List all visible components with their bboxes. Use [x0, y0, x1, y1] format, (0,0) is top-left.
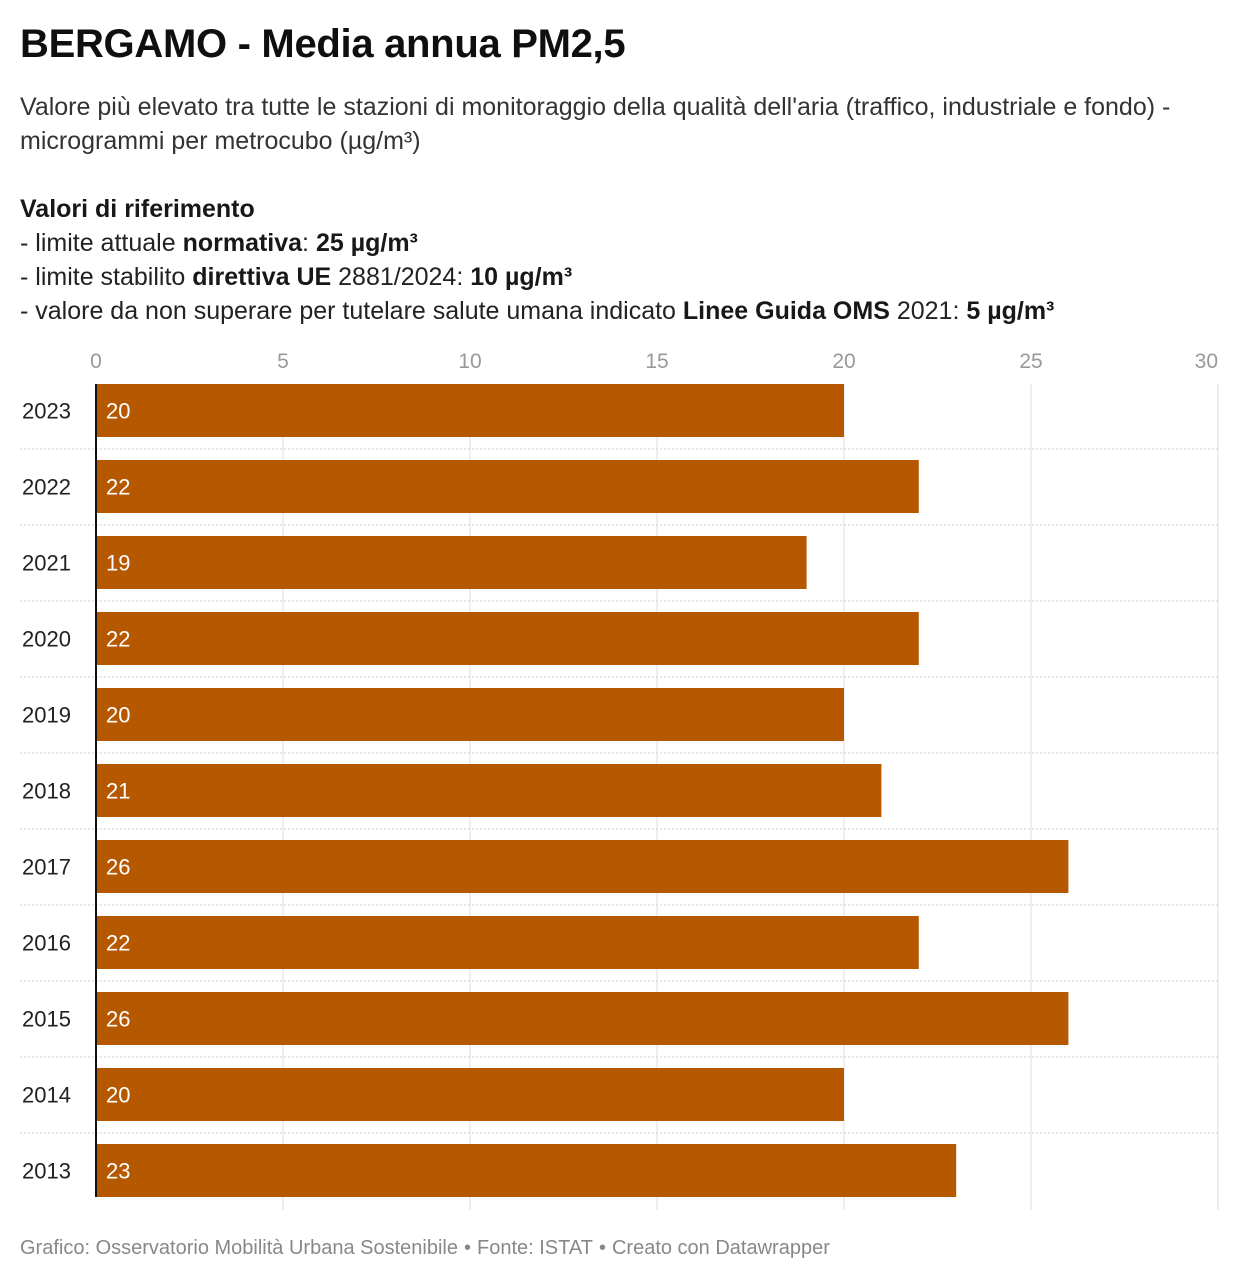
bar: [96, 536, 807, 589]
bar-value-label: 20: [106, 1083, 130, 1108]
x-tick-label: 5: [277, 350, 289, 373]
y-category-label: 2015: [22, 1007, 71, 1032]
chart-footer: Grafico: Osservatorio Mobilità Urbana So…: [20, 1237, 830, 1260]
bar: [96, 1144, 957, 1197]
x-tick-label: 25: [1019, 350, 1042, 373]
bar: [96, 916, 919, 969]
bar: [96, 460, 919, 513]
bar: [96, 764, 882, 817]
y-category-label: 2017: [22, 855, 71, 880]
bar: [96, 612, 919, 665]
reference-line-oms: - valore da non superare per tutelare sa…: [20, 297, 1055, 325]
bar: [96, 840, 1069, 893]
bar-value-label: 22: [106, 931, 130, 956]
bar: [96, 688, 844, 741]
x-tick-label: 10: [458, 350, 481, 373]
y-category-label: 2013: [22, 1159, 71, 1184]
footer-separator: •: [598, 1237, 606, 1259]
reference-line-direttiva-ue: - limite stabilito direttiva UE 2881/202…: [20, 263, 573, 291]
bar-value-label: 23: [106, 1159, 130, 1184]
y-category-label: 2019: [22, 703, 71, 728]
x-tick-label: 0: [90, 350, 102, 373]
reference-heading: Valori di riferimento: [20, 195, 255, 223]
chart-title: BERGAMO - Media annua PM2,5: [20, 22, 626, 66]
y-category-label: 2022: [22, 475, 71, 500]
footer-separator: •: [463, 1237, 471, 1259]
y-category-label: 2016: [22, 931, 71, 956]
reference-line-normativa: - limite attuale normativa: 25 µg/m³: [20, 229, 418, 257]
bar-value-label: 19: [106, 551, 130, 576]
bar-value-label: 20: [106, 703, 130, 728]
y-category-label: 2020: [22, 627, 71, 652]
x-tick-label: 15: [645, 350, 668, 373]
bar-value-label: 26: [106, 855, 130, 880]
y-category-label: 2023: [22, 399, 71, 424]
footer-tool: Creato con Datawrapper: [611, 1237, 830, 1259]
bar: [96, 384, 844, 437]
bar: [96, 992, 1069, 1045]
bar: [96, 1068, 844, 1121]
y-category-label: 2014: [22, 1083, 71, 1108]
footer-source: Fonte: ISTAT: [476, 1237, 593, 1259]
bar-value-label: 22: [106, 627, 130, 652]
y-category-label: 2018: [22, 779, 71, 804]
bar-value-label: 26: [106, 1007, 130, 1032]
y-category-label: 2021: [22, 551, 71, 576]
reference-values: Valori di riferimento - limite attuale n…: [20, 192, 1225, 328]
bar-value-label: 20: [106, 399, 130, 424]
bar-value-label: 22: [106, 475, 130, 500]
footer-credit: Grafico: Osservatorio Mobilità Urbana So…: [20, 1237, 458, 1259]
x-tick-label: 30: [1195, 350, 1218, 373]
x-tick-label: 20: [832, 350, 855, 373]
bar-value-label: 21: [106, 779, 130, 804]
chart-subtitle: Valore più elevato tra tutte le stazioni…: [20, 93, 1171, 155]
